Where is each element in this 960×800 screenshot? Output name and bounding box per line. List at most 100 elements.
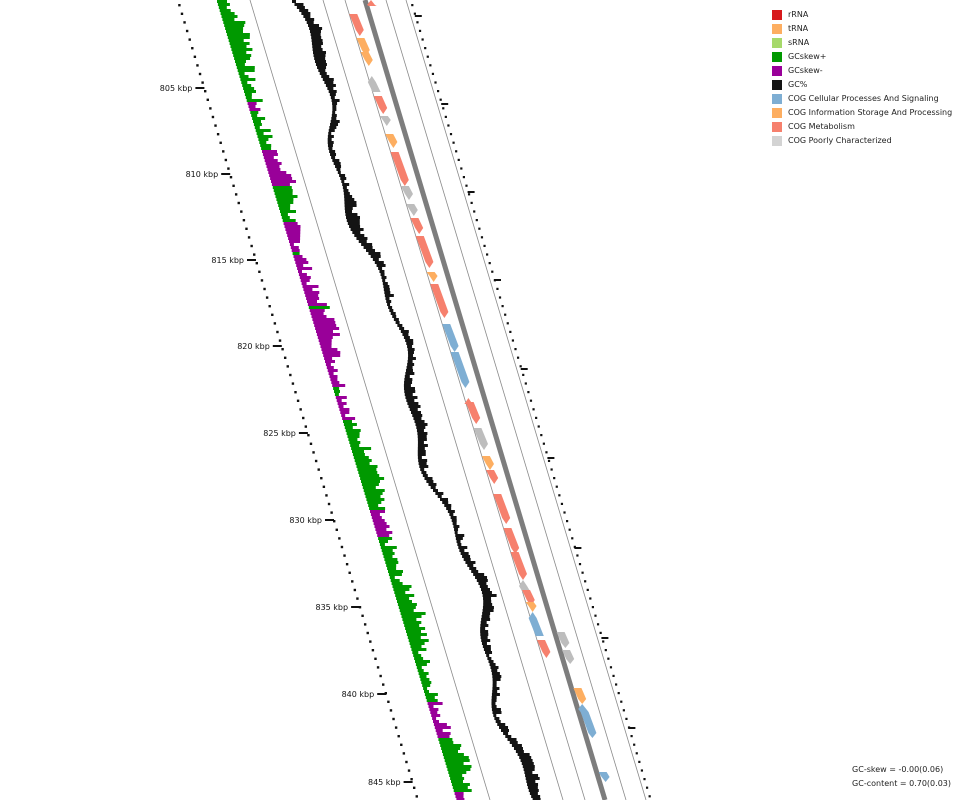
gc-skew-minus-bar [320,345,332,348]
cog-feature [580,712,597,738]
gc-skew-plus-bar [443,756,469,759]
gc-content-bar [380,273,385,276]
gc-skew-minus-bar [283,222,298,225]
scale-minor-tick [263,287,266,291]
gc-skew-minus-bar [266,165,280,168]
gc-content-bar [418,459,428,462]
outer-minor-tick [545,451,548,454]
gc-content-bar [332,159,340,162]
gc-content-bar [457,543,462,546]
gc-skew-plus-bar [388,573,402,576]
cog-feature [385,134,398,148]
scale-minor-tick [387,700,390,703]
gc-content-bar [335,165,342,168]
stats-box: GC-skew = -0.00(0.06) GC-content = 0.70(… [852,763,951,791]
gc-skew-plus-bar [383,555,393,558]
scale-minor-tick [376,666,380,669]
scale-minor-tick [193,55,197,58]
outer-minor-tick [535,416,538,419]
gc-skew-plus-bar [379,540,388,543]
outer-minor-tick [421,38,424,41]
gc-content-bar [414,420,425,423]
gc-skew-plus-bar [250,111,259,114]
gc-skew-plus-bar [385,561,399,564]
gc-skew-plus-bar [395,594,415,597]
outer-minor-tick [457,158,460,161]
gc-content-bar [527,783,539,786]
gc-skew-plus-bar [393,588,410,591]
gc-skew-plus-bar [349,441,361,444]
gc-content-bar [451,519,457,522]
gc-skew-plus-bar [451,783,470,786]
gc-skew-plus-bar [444,759,470,762]
kbp-label: 810 kbp [186,170,219,179]
scale-minor-tick [253,253,256,256]
gc-content-bar [519,756,532,759]
gc-content-bar [481,588,491,591]
outer-minor-tick [424,47,427,50]
legend-item-gcskew-plus: GCskew+ [772,50,957,64]
gc-skew-minus-bar [331,381,340,384]
gc-skew-plus-bar [232,51,247,54]
gc-content-bar [444,504,452,507]
gc-content-bar [520,759,533,762]
gc-content-bar [491,693,500,696]
gc-content-bar [447,510,455,513]
scale-minor-tick [374,657,377,660]
cog-feature [525,602,537,612]
gc-skew-minus-bar [371,516,382,519]
gc-skew-plus-bar [369,507,386,510]
gc-skew-plus-bar [356,465,378,468]
track-guide-line [249,0,491,800]
outer-minor-tick [488,262,491,265]
gc-content-bar [455,537,463,540]
cog-feature [430,284,449,318]
gc-content-bar [482,645,491,648]
legend-swatch [772,80,782,90]
gc-skew-plus-bar [244,93,252,96]
gc-skew-plus-bar [399,609,414,612]
legend-label: COG Metabolism [788,122,855,131]
gc-content-bar [384,291,391,294]
gc-content-bar [426,480,434,483]
gc-content-bar [309,27,323,30]
gc-content-bar [403,336,410,339]
scale-minor-tick [247,236,251,239]
scale-minor-tick [348,571,351,574]
cog-feature [367,76,381,92]
gc-skew-minus-bar [298,273,307,276]
gc-skew-minus-bar [306,297,320,300]
outer-minor-tick [615,683,618,686]
gc-skew-minus-bar [299,276,311,279]
gc-skew-plus-bar [448,771,467,774]
gc-content-bar [330,123,339,126]
gc-content-bar [475,576,488,579]
gc-skew-plus-bar [359,474,380,477]
scale-minor-tick [345,563,349,566]
gc-skew-plus-bar [403,621,422,624]
outer-minor-tick [586,588,589,591]
gc-content-bar [328,90,337,93]
gc-content-bar [480,621,487,624]
gc-content-bar [481,618,491,621]
gc-content-bar [417,432,428,435]
gc-content-bar [481,615,490,618]
gc-skew-plus-bar [230,45,247,48]
legend: rRNA tRNA sRNA GCskew+ GCskew- GC% COG C… [772,8,957,148]
scale-minor-tick [307,434,310,437]
outer-minor-tick [452,141,455,144]
legend-label: COG Poorly Characterized [788,136,892,145]
outer-minor-tick [594,614,597,617]
scale-minor-tick [232,184,235,187]
scale-minor-tick [227,167,230,170]
track-guide-line [405,0,647,800]
gc-content-bar [405,369,413,372]
gc-skew-plus-bar [260,144,272,147]
scale-minor-tick [330,511,333,514]
gc-content-bar [376,264,386,267]
gc-content-bar [407,348,415,351]
gc-skew-minus-bar [340,411,350,414]
gc-skew-plus-bar [241,81,248,84]
scale-minor-tick [302,416,305,420]
gc-content-bar [407,351,414,354]
